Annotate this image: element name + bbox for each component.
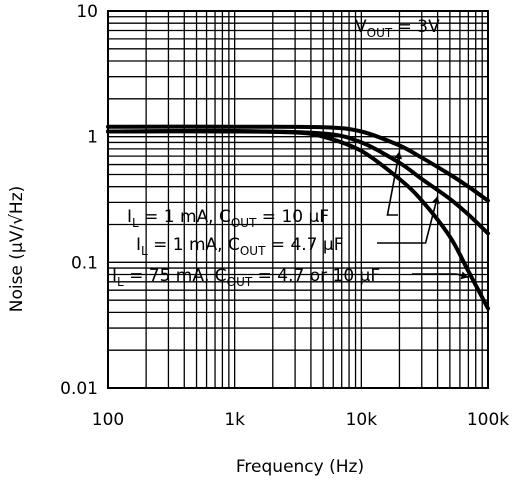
series-line-1 <box>106 124 490 203</box>
y-axis-label: Noise (µV/√Hz) <box>7 186 27 313</box>
x-tick-label: 100k <box>467 410 509 430</box>
leader-arrowhead-1 <box>394 151 403 160</box>
leader-line-1 <box>386 151 401 216</box>
y-tick-label: 10 <box>76 2 98 22</box>
series-group <box>106 124 490 311</box>
series-label-2: IL = 1 mA, COUT = 4.7 µF <box>136 235 344 258</box>
series-labels: IL = 1 mA, COUT = 10 µF IL = 1 mA, COUT =… <box>112 207 380 289</box>
plot-frame <box>107 10 489 389</box>
leader-line-2 <box>377 196 439 244</box>
leader-arrowhead-3 <box>460 271 469 280</box>
x-axis-label: Frequency (Hz) <box>236 457 364 477</box>
y-tick-label: 0.1 <box>71 253 98 273</box>
x-tick-label: 1k <box>224 410 245 430</box>
grid <box>108 11 488 388</box>
vout-condition-label: VOUT = 3V <box>355 17 440 40</box>
y-tick-label: 1 <box>87 128 98 148</box>
leader-lines <box>377 151 469 280</box>
leader-arrowhead-2 <box>432 196 440 204</box>
series-line-3 <box>106 129 490 311</box>
tick-labels: 100 1k 10k 100k 10 1 0.1 0.01 <box>60 2 509 430</box>
x-tick-label: 10k <box>346 410 378 430</box>
series-label-3: IL = 75 mA, COUT = 4.7 or 10 µF <box>112 266 380 289</box>
x-tick-label: 100 <box>92 410 124 430</box>
series-label-1: IL = 1 mA, COUT = 10 µF <box>127 207 329 230</box>
y-tick-label: 0.01 <box>60 379 98 399</box>
